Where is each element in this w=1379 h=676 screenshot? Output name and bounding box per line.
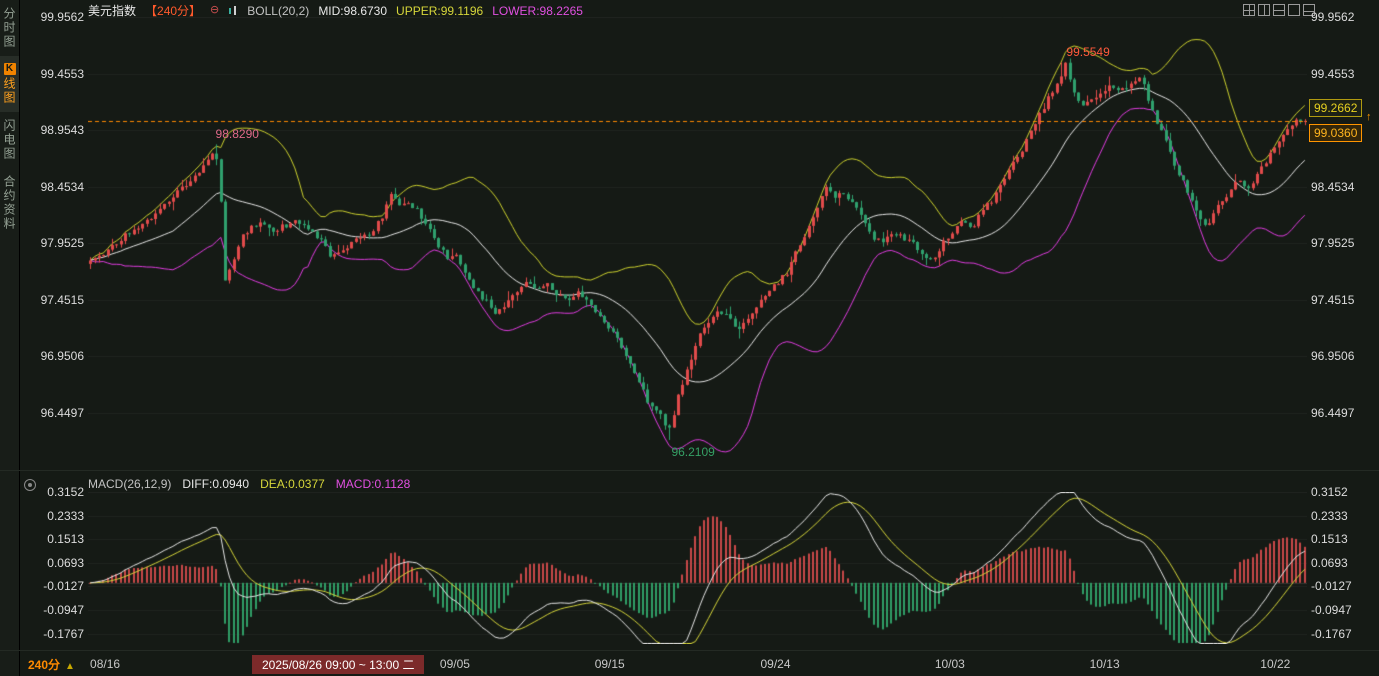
macd-axis-label: -0.0127 <box>26 579 84 593</box>
tab-label: 闪电图 <box>1 119 18 161</box>
boll-indicator-label[interactable]: BOLL(20,2) <box>247 4 309 18</box>
layout-vsplit-icon[interactable] <box>1258 4 1270 16</box>
tab-label: 线图 <box>1 77 18 105</box>
ref-price-tag: 99.2662 <box>1309 99 1362 117</box>
high-price-annotation: 98.8290 <box>216 128 259 141</box>
sidebar-tab-contract-info[interactable]: 合约资料 <box>0 168 19 238</box>
sidebar-tab-time-chart[interactable]: 分时图 <box>0 0 19 56</box>
sidebar-tab-kline-chart[interactable]: K 线图 <box>0 56 19 112</box>
tab-label: 合约资料 <box>1 175 18 231</box>
price-axis-label: 99.9562 <box>26 10 84 24</box>
window-controls <box>1243 4 1315 16</box>
macd-indicator-label[interactable]: MACD(26,12,9) <box>88 477 171 491</box>
boll-lower-value: LOWER:98.2265 <box>492 4 583 18</box>
macd-axis-label: -0.1767 <box>1311 627 1373 641</box>
sidebar: 分时图 K 线图 闪电图 合约资料 <box>0 0 20 676</box>
macd-axis-label: 0.0693 <box>1311 556 1373 570</box>
macd-macd-value: MACD:0.1128 <box>336 477 410 491</box>
macd-axis-label: 0.3152 <box>1311 485 1373 499</box>
kline-icon: K <box>4 63 16 75</box>
macd-axis-label: 0.2333 <box>1311 509 1373 523</box>
remove-indicator-icon[interactable]: ⊖ <box>210 5 219 16</box>
trading-app-window: 分时图 K 线图 闪电图 合约资料 美元指数 【240分】 ⊖ BOLL(20,… <box>0 0 1379 676</box>
price-axis-label: 98.4534 <box>26 180 84 194</box>
period-label: 240分 <box>28 658 60 672</box>
panel-divider <box>0 470 1379 471</box>
chart-header: 美元指数 【240分】 ⊖ BOLL(20,2) MID:98.6730 UPP… <box>88 3 583 18</box>
last-price-tag: 99.0360 <box>1309 124 1362 142</box>
price-axis-label: 99.4553 <box>26 67 84 81</box>
macd-axis-label: -0.0127 <box>1311 579 1373 593</box>
x-axis-date: 10/22 <box>1260 657 1290 671</box>
macd-axis-label: 0.3152 <box>26 485 84 499</box>
macd-header: MACD(26,12,9) DIFF:0.0940 DEA:0.0377 MAC… <box>88 476 410 491</box>
selected-bar-tooltip: 2025/08/26 09:00 ~ 13:00 二 <box>252 655 424 674</box>
layout-hsplit-icon[interactable] <box>1273 4 1285 16</box>
boll-mid-value: MID:98.6730 <box>318 4 387 18</box>
tab-label: 分时图 <box>1 7 18 49</box>
price-axis-label: 97.4515 <box>1311 293 1373 307</box>
price-up-arrow-icon: ↑ <box>1366 111 1372 123</box>
price-axis-label: 97.9525 <box>1311 236 1373 250</box>
boll-upper-value: UPPER:99.1196 <box>396 4 483 18</box>
macd-axis-label: -0.1767 <box>26 627 84 641</box>
low-price-annotation: 96.2109 <box>671 446 714 459</box>
price-axis-label: 96.4497 <box>26 406 84 420</box>
x-axis-date: 10/13 <box>1090 657 1120 671</box>
macd-chart[interactable] <box>88 492 1307 644</box>
price-axis-label: 96.9506 <box>26 349 84 363</box>
x-axis-date: 10/03 <box>935 657 965 671</box>
price-axis-label: 99.4553 <box>1311 67 1373 81</box>
x-axis-date: 09/24 <box>761 657 791 671</box>
candlestick-chart[interactable] <box>88 17 1307 461</box>
macd-dea-value: DEA:0.0377 <box>260 477 325 491</box>
price-axis-label: 96.9506 <box>1311 349 1373 363</box>
axis-divider <box>0 650 1379 651</box>
price-axis-label: 97.4515 <box>26 293 84 307</box>
x-axis-date: 08/16 <box>90 657 120 671</box>
period-up-arrow-icon: ▲ <box>65 661 75 672</box>
high-price-annotation: 99.5549 <box>1066 46 1109 59</box>
macd-axis-label: 0.1513 <box>1311 532 1373 546</box>
x-axis-date: 09/05 <box>440 657 470 671</box>
macd-axis-label: 0.0693 <box>26 556 84 570</box>
macd-diff-value: DIFF:0.0940 <box>182 477 249 491</box>
price-axis-label: 97.9525 <box>26 236 84 250</box>
layout-single-icon[interactable] <box>1288 4 1300 16</box>
macd-axis-label: -0.0947 <box>26 603 84 617</box>
macd-axis-label: 0.1513 <box>26 532 84 546</box>
macd-axis-label: -0.0947 <box>1311 603 1373 617</box>
price-axis-label: 99.9562 <box>1311 10 1373 24</box>
x-axis-date: 09/15 <box>595 657 625 671</box>
price-axis-label: 98.4534 <box>1311 180 1373 194</box>
price-axis-label: 96.4497 <box>1311 406 1373 420</box>
price-axis-label: 98.9543 <box>26 123 84 137</box>
macd-axis-label: 0.2333 <box>26 509 84 523</box>
layout-grid-icon[interactable] <box>1243 4 1255 16</box>
sidebar-tab-lightning-chart[interactable]: 闪电图 <box>0 112 19 168</box>
period-selector[interactable]: 240分 ▲ <box>28 656 75 673</box>
candlestick-icon <box>228 5 238 16</box>
